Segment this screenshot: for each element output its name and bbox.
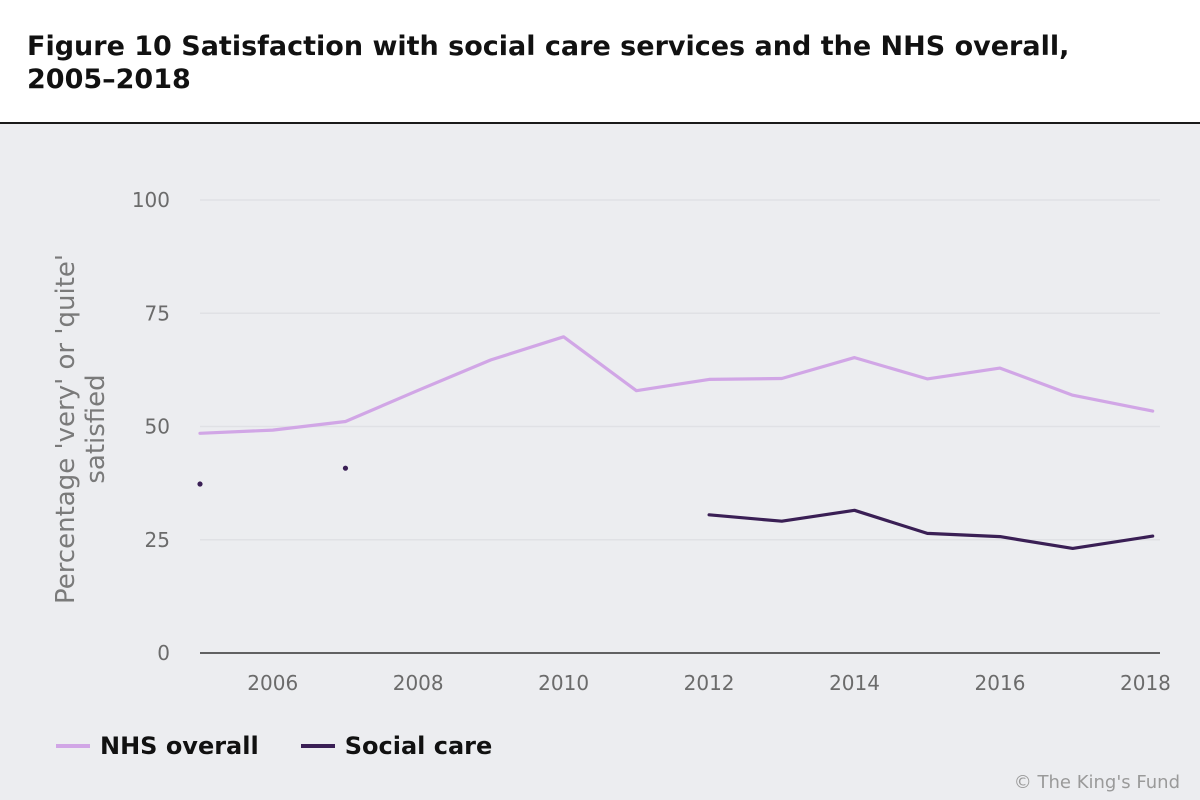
x-tick-label-2016: 2016 <box>975 671 1026 695</box>
series-line-1 <box>707 508 1155 550</box>
legend-swatch-social-care <box>300 744 335 748</box>
y-tick-label-0: 0 <box>157 641 170 665</box>
chart-title: Figure 10 Satisfaction with social care … <box>27 31 1070 95</box>
legend: NHS overall Social care <box>56 730 534 762</box>
y-tick-label-25: 25 <box>145 528 170 552</box>
legend-item-social-care: Social care <box>300 732 493 760</box>
legend-item-nhs: NHS overall <box>56 732 259 760</box>
y-tick-label-50: 50 <box>145 415 170 439</box>
series-line-0 <box>198 335 1155 435</box>
legend-label-nhs: NHS overall <box>100 732 259 760</box>
y-axis-title-line-1: Percentage 'very' or 'quite' <box>51 254 81 604</box>
legend-label-social-care: Social care <box>344 732 493 760</box>
x-tick-label-2008: 2008 <box>393 671 444 695</box>
y-tick-label-100: 100 <box>132 188 170 212</box>
credit-text: © The King's Fund <box>1013 772 1180 793</box>
y-tick-label-75: 75 <box>145 301 170 325</box>
chart-area: 0 25 50 75 100 2006 2008 2010 2012 2014 2016 2018 Pe… <box>0 126 1200 800</box>
y-axis-title-line-2: satisfied <box>81 374 111 483</box>
header: Figure 10 Satisfaction with social care … <box>0 0 1200 124</box>
chart-svg: 0 25 50 75 100 2006 2008 2010 2012 2014 2016 2018 Pe… <box>51 188 1171 695</box>
x-tick-label-2012: 2012 <box>684 671 735 695</box>
x-tick-label-2006: 2006 <box>247 671 298 695</box>
y-axis-title: Percentage 'very' or 'quite'satisfied <box>51 254 111 604</box>
x-tick-label-2018: 2018 <box>1120 671 1171 695</box>
series-1-point-2005 <box>197 481 203 487</box>
x-tick-label-2010: 2010 <box>538 671 589 695</box>
series-1-point-2007 <box>342 465 349 471</box>
legend-swatch-nhs <box>56 744 90 748</box>
x-tick-label-2014: 2014 <box>829 671 880 695</box>
